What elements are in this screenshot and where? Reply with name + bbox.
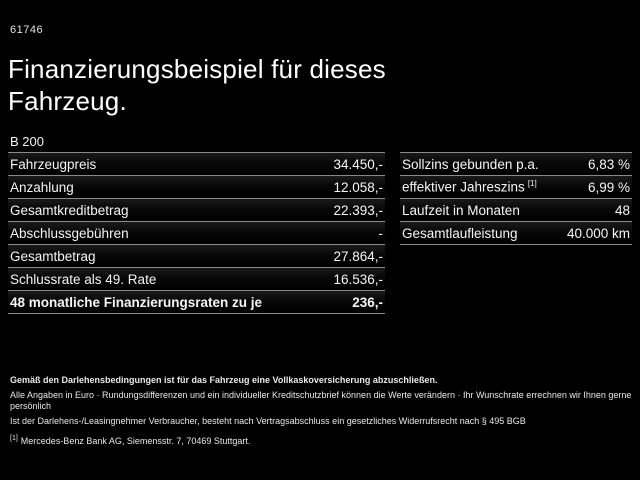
row-label: Laufzeit in Monaten: [402, 202, 520, 218]
table-row: Gesamtlaufleistung 40.000 km: [400, 221, 632, 245]
row-value: 6,99 %: [587, 179, 630, 195]
footnote-insurance: Gemäß den Darlehensbedingungen ist für d…: [10, 375, 438, 385]
row-value: 34.450,-: [333, 156, 383, 172]
row-label: Fahrzeugpreis: [10, 156, 97, 172]
page-title-line1: Finanzierungsbeispiel für dieses: [8, 54, 386, 84]
row-value: 48: [614, 202, 630, 218]
footnote-bank: [1] Mercedes-Benz Bank AG, Siemensstr. 7,…: [10, 433, 632, 448]
row-value: 40.000 km: [566, 225, 630, 241]
conditions-table: Sollzins gebunden p.a. 6,83 % effektiver J…: [400, 152, 632, 245]
row-value: 27.864,-: [333, 248, 383, 264]
table-row: Gesamtkreditbetrag 22.393,-: [8, 198, 385, 221]
row-label: Gesamtkreditbetrag: [10, 202, 129, 218]
table-row: Sollzins gebunden p.a. 6,83 %: [400, 152, 632, 175]
table-row: 48 monatliche Finanzierungsraten zu je 23…: [8, 290, 385, 314]
page-title-line2: Fahrzeug.: [8, 86, 127, 116]
row-value: -: [378, 225, 384, 241]
row-value: 6,83 %: [587, 156, 630, 172]
table-row: effektiver Jahreszins [1] 6,99 %: [400, 175, 632, 198]
footnote-marker: [1]: [10, 435, 18, 442]
footnote-withdrawal: Ist der Darlehens-/Leasingnehmer Verbrau…: [10, 415, 526, 426]
row-label: Schlussrate als 49. Rate: [10, 271, 157, 287]
row-label: Abschlussgebühren: [10, 225, 129, 241]
page-title: Finanzierungsbeispiel für dieses Fahrzeug…: [8, 53, 386, 117]
row-value: 22.393,-: [333, 202, 383, 218]
table-row: Fahrzeugpreis 34.450,-: [8, 152, 385, 175]
table-row: Gesamtbetrag 27.864,-: [8, 244, 385, 267]
footnote-disclaimer: Alle Angaben in Euro · Rundungsdifferenz…: [10, 389, 632, 412]
row-label: Sollzins gebunden p.a.: [402, 156, 539, 172]
row-label: Gesamtbetrag: [10, 248, 96, 264]
page-code: 61746: [10, 24, 44, 36]
row-value: 16.536,-: [333, 271, 383, 287]
table-row: Abschlussgebühren -: [8, 221, 385, 244]
footnotes: Gemäß den Darlehensbedingungen ist für d…: [10, 375, 632, 451]
row-value: 12.058,-: [333, 179, 383, 195]
row-label: 48 monatliche Finanzierungsraten zu je: [10, 294, 263, 310]
row-label: Gesamtlaufleistung: [402, 225, 518, 241]
table-row: Schlussrate als 49. Rate 16.536,-: [8, 267, 385, 290]
footnote-marker: [1]: [527, 179, 537, 189]
footnote-bank-text: Mercedes-Benz Bank AG, Siemensstr. 7, 70…: [20, 436, 251, 446]
row-value: 236,-: [352, 294, 383, 310]
table-row: Laufzeit in Monaten 48: [400, 198, 632, 221]
row-label: effektiver Jahreszins [1]: [402, 179, 537, 195]
row-label: Anzahlung: [10, 179, 74, 195]
finance-table: Fahrzeugpreis 34.450,- Anzahlung 12.058,- Ge…: [8, 152, 385, 314]
model-label: B 200: [10, 134, 44, 149]
table-row: Anzahlung 12.058,-: [8, 175, 385, 198]
